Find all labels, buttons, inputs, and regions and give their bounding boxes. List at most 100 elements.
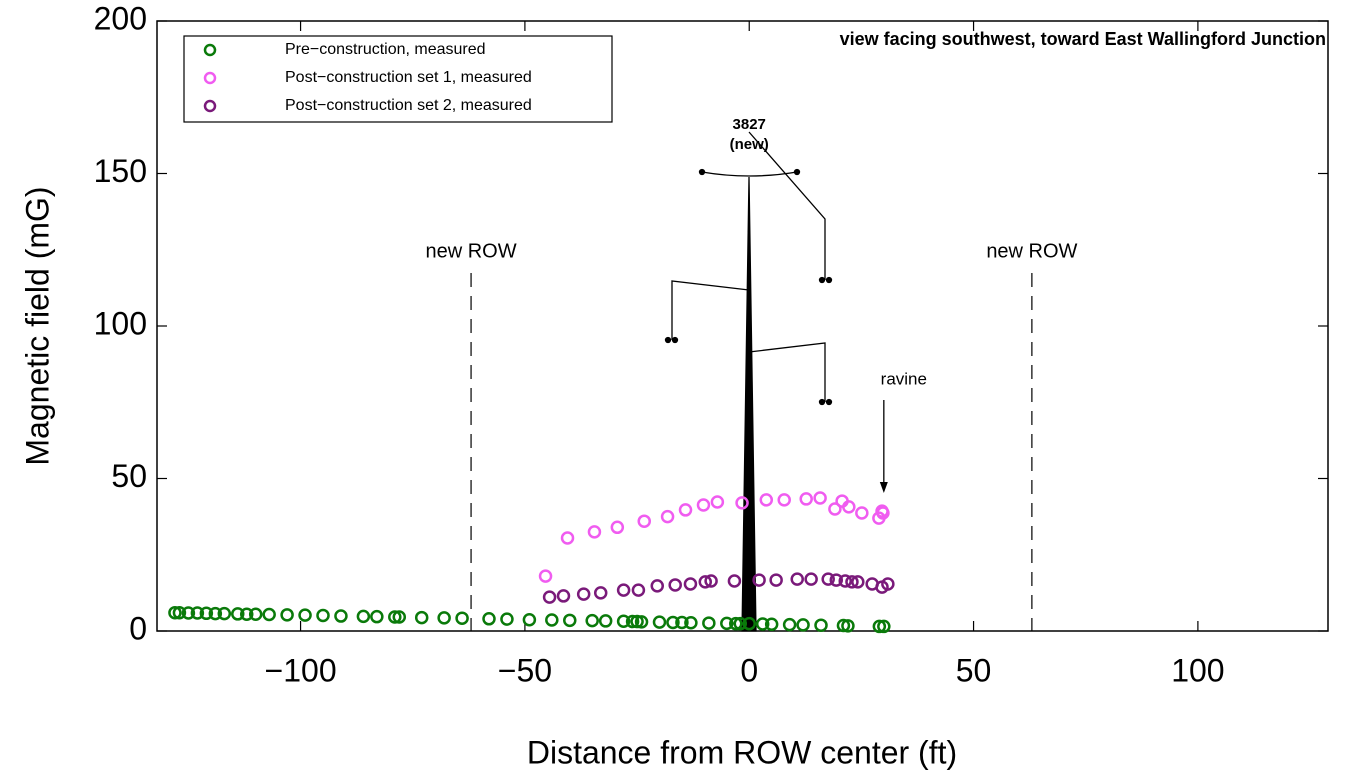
point — [684, 616, 698, 630]
point — [799, 492, 813, 506]
point — [598, 614, 613, 628]
point — [777, 493, 791, 507]
legend-marker — [203, 71, 217, 85]
point — [729, 616, 743, 631]
point — [675, 615, 689, 630]
point — [842, 500, 856, 514]
point — [593, 586, 608, 600]
point — [542, 590, 557, 604]
annotation: new ROW — [425, 240, 516, 262]
point — [563, 613, 577, 628]
point — [845, 575, 859, 589]
point — [796, 618, 810, 632]
point — [181, 606, 196, 620]
point — [727, 574, 742, 588]
point — [356, 609, 371, 624]
point — [696, 498, 711, 512]
point — [262, 607, 276, 622]
point — [668, 578, 682, 592]
point — [813, 491, 827, 505]
point — [388, 610, 402, 624]
point — [482, 612, 496, 626]
point — [610, 520, 625, 535]
point — [585, 613, 599, 628]
point — [616, 583, 631, 597]
point — [829, 573, 844, 587]
point — [616, 614, 631, 628]
point — [881, 577, 895, 591]
point — [759, 493, 774, 507]
legend-label: Post−construction set 2, measured — [285, 97, 532, 114]
point — [637, 514, 651, 528]
point — [828, 502, 842, 516]
y-tick-label: 100 — [94, 305, 147, 341]
point — [877, 619, 891, 634]
point — [710, 495, 725, 509]
legend-label: Post−construction set 1, measured — [285, 69, 532, 86]
y-axis-title: Magnetic field (mG) — [19, 186, 55, 465]
point — [851, 575, 865, 589]
point — [208, 606, 223, 621]
point — [522, 612, 537, 627]
point — [841, 619, 855, 633]
legend-marker — [203, 99, 217, 113]
point — [190, 606, 205, 620]
x-tick-label: 100 — [1171, 652, 1224, 688]
point — [660, 509, 675, 524]
point — [316, 608, 330, 623]
tower — [664, 131, 833, 632]
point — [634, 615, 649, 629]
point — [752, 573, 766, 587]
point — [231, 607, 245, 621]
point — [755, 617, 770, 631]
point — [735, 496, 749, 510]
point — [838, 574, 852, 588]
point — [199, 606, 214, 621]
y-tick-label: 200 — [94, 0, 147, 36]
point — [500, 612, 514, 626]
y-tick-label: 150 — [94, 153, 147, 189]
tower-label: 3827 — [733, 116, 766, 133]
point — [652, 615, 667, 629]
chart-title: view facing southwest, toward East Walli… — [840, 29, 1326, 49]
point — [631, 583, 646, 597]
tower-label: (new) — [730, 136, 769, 153]
x-axis-title: Distance from ROW center (ft) — [527, 734, 957, 770]
point — [814, 618, 828, 632]
point — [855, 506, 869, 520]
point — [769, 573, 783, 587]
x-tick-label: −100 — [265, 652, 337, 688]
arrow-head — [879, 482, 888, 493]
annotation: new ROW — [986, 240, 1077, 262]
point — [556, 589, 571, 603]
y-tick-label: 0 — [129, 610, 147, 646]
point — [248, 607, 263, 621]
point — [625, 614, 640, 629]
point — [764, 617, 779, 632]
point — [334, 609, 348, 623]
point — [455, 611, 469, 625]
point — [239, 607, 254, 621]
point — [704, 574, 718, 588]
point — [545, 613, 559, 627]
point — [414, 610, 429, 625]
point — [370, 609, 384, 624]
point — [875, 504, 889, 518]
point — [280, 608, 294, 622]
point — [698, 575, 713, 589]
point — [782, 617, 797, 632]
point — [720, 616, 734, 631]
point — [804, 572, 818, 586]
point — [217, 606, 232, 621]
annotation: ravine — [881, 369, 927, 388]
point — [630, 614, 644, 629]
legend — [183, 35, 613, 123]
y-tick-label: 50 — [111, 458, 147, 494]
point — [168, 605, 182, 620]
point — [872, 619, 887, 634]
point — [702, 616, 716, 630]
point — [392, 610, 407, 624]
point — [172, 605, 187, 620]
x-tick-label: 0 — [740, 652, 758, 688]
